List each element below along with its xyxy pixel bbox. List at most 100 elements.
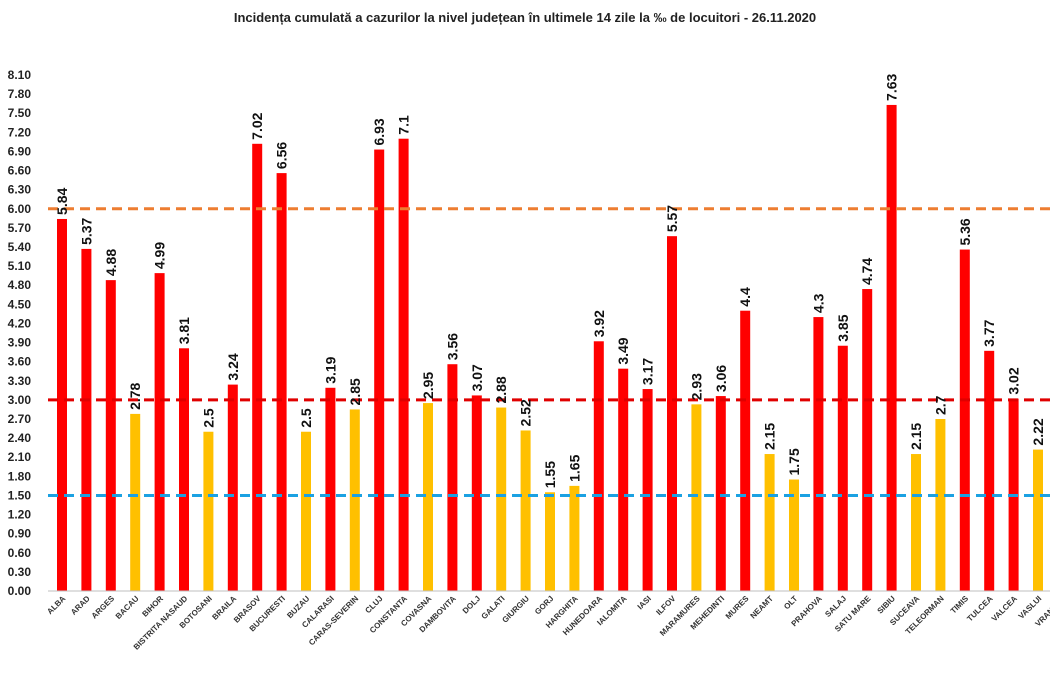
bar-sibiu <box>886 104 897 592</box>
data-label: 5.36 <box>957 218 973 245</box>
bar-ilfov <box>667 236 677 592</box>
bar-maramures <box>691 404 702 591</box>
bar-brasov <box>252 143 263 592</box>
category-label: GORJ <box>533 594 555 616</box>
y-tick-label: 3.90 <box>8 336 32 350</box>
data-label: 2.7 <box>932 395 948 415</box>
data-labels: 5.84 5.37 4.88 2.78 4.99 3.81 2.5 3.24 7.02 6.56 2… <box>54 73 1046 488</box>
y-tick-label: 7.50 <box>8 106 32 120</box>
bar-giurgiu <box>520 430 531 591</box>
y-tick-label: 3.60 <box>8 355 32 369</box>
category-label: VALCEA <box>990 594 1019 623</box>
data-label: 1.65 <box>566 454 582 481</box>
category-label: ALBA <box>45 594 67 616</box>
bar-dambovita <box>447 364 458 591</box>
y-tick-label: 6.90 <box>8 144 32 158</box>
data-label: 2.5 <box>200 408 216 428</box>
bar-teleorman <box>935 419 946 591</box>
data-label: 4.4 <box>737 287 753 307</box>
data-label: 2.78 <box>127 382 143 409</box>
data-label: 2.22 <box>1030 418 1046 445</box>
data-label: 2.5 <box>298 408 314 428</box>
bar-galati <box>496 407 507 591</box>
y-tick-label: 4.80 <box>8 278 32 292</box>
bar-botosani <box>203 431 214 591</box>
category-label: ARGES <box>90 594 117 621</box>
category-label: ARAD <box>69 594 92 617</box>
data-label: 6.56 <box>274 142 290 169</box>
data-label: 4.74 <box>859 258 875 285</box>
category-label: TULCEA <box>965 594 994 623</box>
data-label: 4.3 <box>810 293 826 313</box>
bar-caras-severin <box>349 409 360 591</box>
data-label: 1.55 <box>542 461 558 488</box>
y-tick-label: 1.50 <box>8 488 32 502</box>
bar-buzau <box>301 431 311 591</box>
data-label: 3.17 <box>640 358 656 385</box>
data-label: 3.02 <box>1006 367 1022 394</box>
category-label: BACAU <box>114 594 141 621</box>
y-tick-label: 1.80 <box>8 469 32 483</box>
bar-vaslui <box>1033 449 1043 591</box>
category-label: MURES <box>724 594 751 621</box>
y-tick-label: 5.40 <box>8 240 32 254</box>
data-label: 5.57 <box>664 205 680 232</box>
category-label: IASI <box>636 594 653 611</box>
y-tick-label: 0.00 <box>8 584 32 598</box>
bar-constanta <box>398 138 409 591</box>
data-label: 3.49 <box>615 337 631 364</box>
chart-title: Incidența cumulată a cazurilor la nivel … <box>233 10 817 25</box>
y-axis-ticks: 0.00 0.30 0.60 0.90 1.20 1.50 1.80 2.10 2.40 2.70… <box>8 68 32 598</box>
bar-cluj <box>374 149 385 592</box>
bar-tulcea <box>984 350 995 591</box>
y-tick-label: 2.40 <box>8 431 32 445</box>
bar-neamt <box>764 454 775 591</box>
bar-arges <box>105 280 116 591</box>
y-tick-label: 5.10 <box>8 259 32 273</box>
y-tick-label: 1.20 <box>8 508 32 522</box>
bar-iasi <box>642 389 653 591</box>
category-label: OLT <box>782 594 799 611</box>
data-label: 4.88 <box>103 249 119 276</box>
y-tick-label: 0.60 <box>8 546 32 560</box>
y-tick-label: 6.00 <box>8 202 32 216</box>
data-label: 3.85 <box>835 314 851 341</box>
category-label: GIURGIU <box>500 594 531 625</box>
data-label: 1.75 <box>786 448 802 475</box>
y-tick-label: 3.00 <box>8 393 32 407</box>
category-label: DOLJ <box>461 594 482 615</box>
y-tick-label: 6.30 <box>8 183 32 197</box>
y-tick-label: 0.90 <box>8 527 32 541</box>
data-label: 2.85 <box>347 378 363 405</box>
bar-harghita <box>569 485 580 591</box>
bars <box>57 104 1043 592</box>
data-label: 7.02 <box>249 112 265 139</box>
bar-bihor <box>154 273 165 591</box>
bar-gorj <box>545 492 555 591</box>
y-tick-label: 7.80 <box>8 87 32 101</box>
bar-mures <box>740 310 751 591</box>
bar-calarasi <box>325 387 336 591</box>
data-label: 3.56 <box>444 333 460 360</box>
threshold-lines <box>48 207 1050 497</box>
category-label: ILFOV <box>654 594 677 617</box>
data-label: 2.52 <box>518 399 534 426</box>
data-label: 3.77 <box>981 319 997 346</box>
data-label: 2.15 <box>762 423 778 450</box>
bar-prahova <box>813 317 824 591</box>
data-label: 2.88 <box>493 376 509 403</box>
bar-covasna <box>423 403 433 591</box>
category-label: SIBIU <box>876 594 898 616</box>
data-label: 3.92 <box>591 310 607 337</box>
data-label: 2.95 <box>420 372 436 399</box>
bar-bacau <box>130 413 141 591</box>
data-label: 5.37 <box>78 217 94 244</box>
bar-bistrita-nasaud <box>179 348 189 591</box>
data-label: 2.15 <box>908 423 924 450</box>
bar-timis <box>959 249 970 591</box>
category-label: CLUJ <box>363 594 384 615</box>
data-label: 3.19 <box>322 356 338 383</box>
bar-suceava <box>911 454 921 591</box>
